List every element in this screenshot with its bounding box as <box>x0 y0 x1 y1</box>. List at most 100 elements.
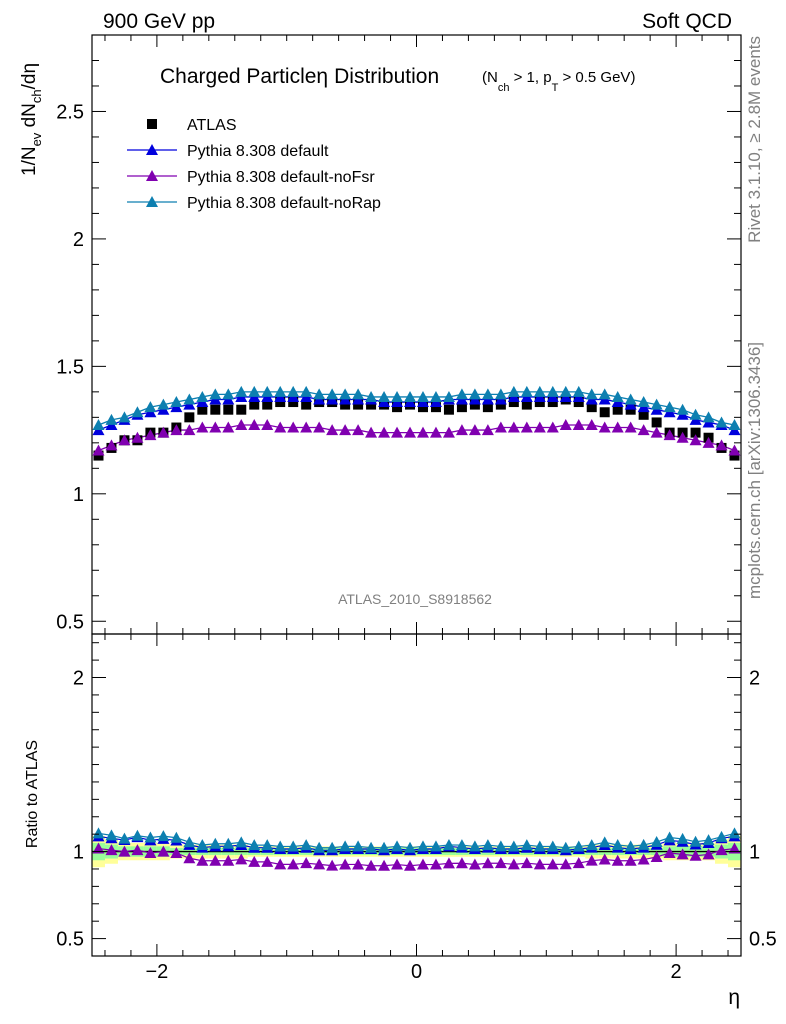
point-atlas <box>197 404 208 415</box>
legend-label-atlas: ATLAS <box>187 117 237 134</box>
point-noRap <box>546 385 559 397</box>
main-axes: 0.5 1 1.5 2 2.5 <box>56 35 741 634</box>
point-noRap <box>559 385 572 397</box>
point-noFsr <box>365 426 378 438</box>
legend-marker-noRap <box>146 196 158 207</box>
point-noFsr <box>468 424 481 436</box>
ratio-point-noRap <box>339 840 352 852</box>
header-right-label: Soft QCD <box>642 10 732 33</box>
ratio-point-noFsr <box>559 858 572 870</box>
point-atlas <box>340 399 351 410</box>
point-noRap <box>624 393 637 405</box>
ratio-y-tick-label: 0.5 <box>56 929 84 951</box>
ratio-point-noRap <box>728 827 741 839</box>
point-noRap <box>118 411 131 423</box>
ratio-point-noRap <box>261 839 274 851</box>
point-noFsr <box>637 424 650 436</box>
ratio-point-noFsr <box>326 859 339 871</box>
point-noRap <box>391 390 404 402</box>
ratio-point-noRap <box>650 836 663 848</box>
point-atlas <box>495 399 506 410</box>
ratio-point-noFsr <box>429 858 442 870</box>
ratio-point-noRap <box>663 831 676 843</box>
ratio-point-noRap <box>144 831 157 843</box>
ratio-point-noFsr <box>455 857 468 869</box>
point-noRap <box>715 416 728 428</box>
legend-label-noRap: Pythia 8.308 default-noRap <box>187 195 381 212</box>
point-atlas <box>249 399 260 410</box>
point-noRap <box>274 385 287 397</box>
ratio-point-noFsr <box>209 854 222 866</box>
ratio-point-noFsr <box>391 858 404 870</box>
legend-label-default: Pythia 8.308 default <box>187 143 329 160</box>
x-axis-label: η <box>728 986 740 1009</box>
point-noFsr <box>378 426 391 438</box>
legend-marker-noFsr <box>146 170 158 181</box>
ratio-point-noRap <box>676 832 689 844</box>
ratio-point-noFsr <box>105 844 118 856</box>
point-noFsr <box>196 421 209 433</box>
point-noFsr <box>689 434 702 446</box>
point-noRap <box>326 388 339 400</box>
point-noRap <box>507 385 520 397</box>
series-line-noFsr <box>98 424 735 452</box>
point-noFsr <box>533 421 546 433</box>
x-tick-label: 0 <box>411 961 422 983</box>
point-atlas <box>210 404 221 415</box>
ratio-y-tick-label-right: 0.5 <box>749 929 777 951</box>
point-noRap <box>339 388 352 400</box>
ratio-point-noFsr <box>170 846 183 858</box>
point-noRap <box>209 388 222 400</box>
point-noFsr <box>326 424 339 436</box>
point-noFsr <box>429 426 442 438</box>
point-atlas <box>236 404 247 415</box>
ratio-point-noRap <box>598 836 611 848</box>
point-atlas <box>456 402 467 413</box>
ratio-point-noRap <box>313 841 326 853</box>
point-noRap <box>378 390 391 402</box>
ratio-point-noFsr <box>313 858 326 870</box>
point-noFsr <box>611 421 624 433</box>
ratio-point-noRap <box>118 832 131 844</box>
point-atlas <box>430 402 441 413</box>
ratio-panel: −2 0 2 0.5 0.5 1 1 2 2 Ratio to ATLAS η <box>24 633 777 1009</box>
chart-subtitle: (Nch > 1, pT > 0.5 GeV) <box>482 69 635 94</box>
point-noRap <box>183 393 196 405</box>
rivet-label: Rivet 3.1.10, ≥ 2.8M events <box>745 36 764 243</box>
point-atlas <box>301 399 312 410</box>
ratio-point-noRap <box>507 840 520 852</box>
point-noFsr <box>274 421 287 433</box>
point-atlas <box>482 402 493 413</box>
main-y-tick-label: 1 <box>73 484 84 506</box>
ratio-point-noFsr <box>157 845 170 857</box>
ratio-point-noRap <box>170 831 183 843</box>
point-noFsr <box>261 418 274 430</box>
ratio-point-noRap <box>183 836 196 848</box>
ratio-point-noRap <box>131 829 144 841</box>
point-noFsr <box>209 421 222 433</box>
point-noFsr <box>676 431 689 443</box>
point-noFsr <box>157 426 170 438</box>
ratio-y-tick-label: 1 <box>73 842 84 864</box>
ratio-point-noFsr <box>533 858 546 870</box>
ratio-point-noFsr <box>546 858 559 870</box>
point-noFsr <box>248 418 261 430</box>
point-atlas <box>625 404 636 415</box>
ratio-point-noFsr <box>131 844 144 856</box>
point-noFsr <box>624 421 637 433</box>
point-noRap <box>248 385 261 397</box>
point-noRap <box>235 385 248 397</box>
ratio-point-noRap <box>365 841 378 853</box>
point-noFsr <box>481 424 494 436</box>
point-noFsr <box>507 421 520 433</box>
ratio-point-noFsr <box>520 857 533 869</box>
ratio-point-noRap <box>689 835 702 847</box>
ratio-point-noFsr <box>352 858 365 870</box>
main-y-tick-label: 1.5 <box>56 356 84 378</box>
ratio-point-noFsr <box>572 857 585 869</box>
ratio-point-noRap <box>585 839 598 851</box>
point-noRap <box>689 408 702 420</box>
point-atlas <box>534 397 545 408</box>
point-noFsr <box>118 434 131 446</box>
ratio-point-noFsr <box>481 857 494 869</box>
